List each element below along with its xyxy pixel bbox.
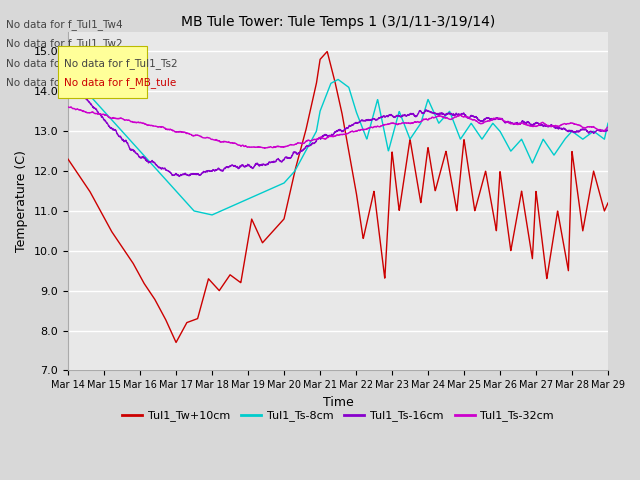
Y-axis label: Temperature (C): Temperature (C) xyxy=(15,150,28,252)
Text: No data for f_Tul1_Ts2: No data for f_Tul1_Ts2 xyxy=(64,58,178,69)
Text: No data for f_MB_tule: No data for f_MB_tule xyxy=(64,77,176,88)
Legend: Tul1_Tw+10cm, Tul1_Ts-8cm, Tul1_Ts-16cm, Tul1_Ts-32cm: Tul1_Tw+10cm, Tul1_Ts-8cm, Tul1_Ts-16cm,… xyxy=(118,406,558,426)
Text: No data for f_Tul1_Tw2: No data for f_Tul1_Tw2 xyxy=(6,38,123,49)
Title: MB Tule Tower: Tule Temps 1 (3/1/11-3/19/14): MB Tule Tower: Tule Temps 1 (3/1/11-3/19… xyxy=(181,15,495,29)
X-axis label: Time: Time xyxy=(323,396,353,408)
Text: No data for f_Tul1_Tw4: No data for f_Tul1_Tw4 xyxy=(6,19,123,30)
Text: No data for f_MB_tule: No data for f_MB_tule xyxy=(6,77,118,88)
Text: No data for f_Tul1_Ts2: No data for f_Tul1_Ts2 xyxy=(6,58,120,69)
